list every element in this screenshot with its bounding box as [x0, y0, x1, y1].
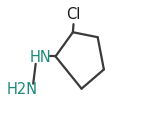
Text: H2N: H2N	[6, 82, 38, 97]
Text: Cl: Cl	[66, 7, 81, 22]
Text: HN: HN	[30, 50, 51, 64]
